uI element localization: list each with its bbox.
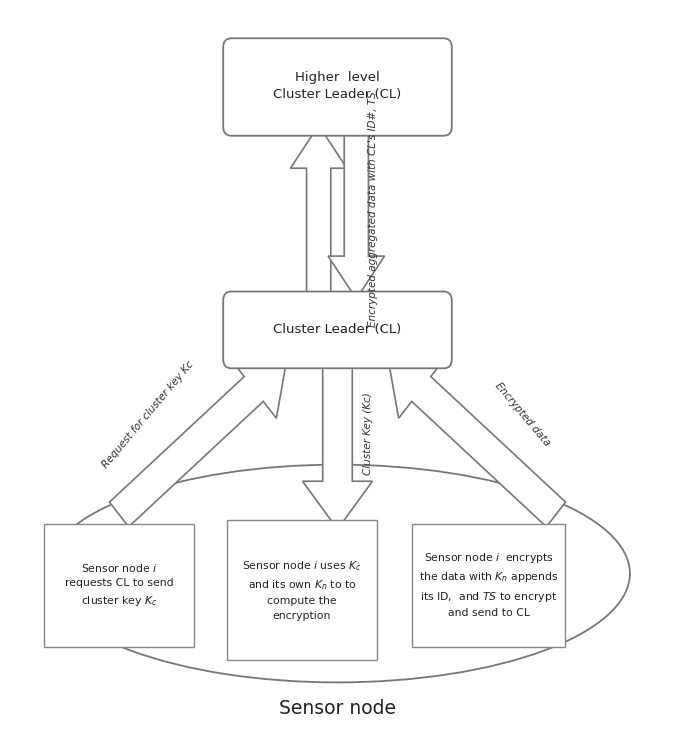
Text: Encrypted aggregated data with CL's ID#, TS: Encrypted aggregated data with CL's ID#,… <box>368 92 378 328</box>
FancyBboxPatch shape <box>223 39 452 136</box>
Polygon shape <box>328 125 385 299</box>
Polygon shape <box>290 125 347 299</box>
Polygon shape <box>302 358 373 529</box>
Polygon shape <box>109 358 287 527</box>
FancyBboxPatch shape <box>227 519 377 660</box>
FancyBboxPatch shape <box>412 524 566 647</box>
Polygon shape <box>388 358 566 527</box>
Text: Higher  level
Cluster Leader (CL): Higher level Cluster Leader (CL) <box>273 71 402 102</box>
Text: Sensor node $i$ uses $K_c$
and its own $K_n$ to to
compute the
encryption: Sensor node $i$ uses $K_c$ and its own $… <box>242 559 362 621</box>
FancyBboxPatch shape <box>45 524 194 647</box>
Text: Sensor node $i$
requests CL to send
cluster key $K_c$: Sensor node $i$ requests CL to send clus… <box>65 562 173 608</box>
Text: Request for cluster key Kc: Request for cluster key Kc <box>101 359 196 471</box>
Text: Encrypted data: Encrypted data <box>493 381 552 448</box>
Text: Sensor node $i$  encrypts
the data with $K_n$ appends
its ID,  and $TS$ to encry: Sensor node $i$ encrypts the data with $… <box>419 551 558 618</box>
Text: Sensor node: Sensor node <box>279 699 396 718</box>
FancyBboxPatch shape <box>223 291 452 368</box>
Text: Cluster Key (Kc): Cluster Key (Kc) <box>363 392 373 475</box>
Text: Cluster Leader (CL): Cluster Leader (CL) <box>273 323 402 336</box>
Ellipse shape <box>45 465 630 682</box>
